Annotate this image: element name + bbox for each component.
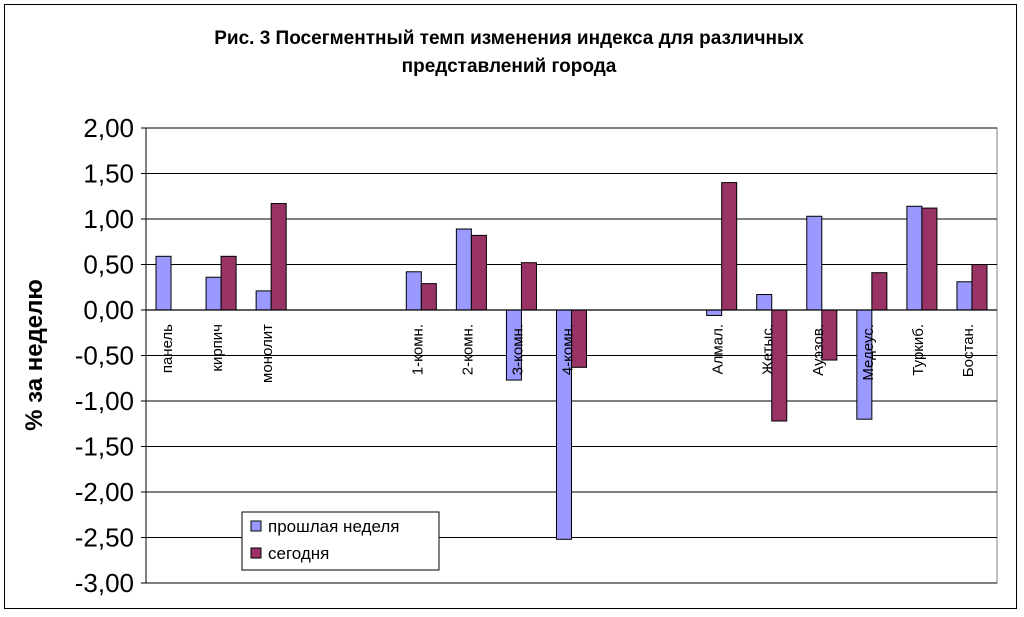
- y-tick-label: 1,50: [83, 159, 134, 189]
- bar: [155, 255, 172, 311]
- bar: [921, 207, 938, 311]
- y-axis-label: % за неделю: [21, 279, 48, 431]
- category-label: Медеус.: [860, 324, 877, 381]
- bar: [971, 264, 988, 311]
- category-label: Бостан.: [960, 324, 977, 377]
- bar: [220, 255, 237, 311]
- bar: [871, 272, 888, 311]
- category-label: Ауэзов.: [810, 324, 827, 376]
- category-labels: панель кирпич монолит 1-комн. 2-комн. 3-комн.…: [159, 324, 977, 383]
- category-label: панель: [159, 324, 176, 373]
- y-tick-label: -3,00: [75, 568, 134, 598]
- y-axis-ticks: 2,00 1,50 1,00 0,50 0,00 -0,50 -1,00 -1,50 -2,00…: [75, 113, 147, 598]
- legend: прошлая неделя сегодня: [241, 511, 440, 571]
- bar: [470, 234, 487, 311]
- legend-box: [241, 511, 440, 571]
- legend-swatch: [250, 520, 262, 532]
- y-tick-label: 0,00: [83, 295, 134, 325]
- category-label: монолит: [259, 324, 276, 383]
- bar: [405, 271, 422, 311]
- category-label: 3-комн.: [509, 324, 526, 375]
- y-tick-label: -0,50: [75, 341, 134, 371]
- category-label: Алмал.: [710, 324, 727, 374]
- legend-label: прошлая неделя: [268, 517, 399, 536]
- legend-label: сегодня: [268, 544, 329, 563]
- category-label: 4-комн.: [559, 324, 576, 375]
- category-label: Туркиб.: [910, 324, 927, 376]
- y-tick-label: -1,50: [75, 432, 134, 462]
- category-label: кирпич: [209, 324, 226, 372]
- chart-title-line-1: Рис. 3 Посегментный темп изменения индек…: [214, 28, 804, 49]
- y-tick-label: -1,00: [75, 386, 134, 416]
- legend-swatch: [250, 547, 262, 559]
- y-tick-label: 2,00: [83, 113, 134, 143]
- bar: [756, 294, 773, 311]
- category-label: 1-комн.: [409, 324, 426, 375]
- category-label: Жетыс.: [760, 324, 777, 375]
- bar: [205, 276, 222, 311]
- bar: [721, 182, 738, 311]
- y-tick-label: -2,00: [75, 477, 134, 507]
- bar: [956, 281, 973, 311]
- bar: [806, 215, 823, 311]
- bar: [455, 228, 472, 311]
- bar: [906, 205, 923, 311]
- category-label: 2-комн.: [459, 324, 476, 375]
- y-tick-label: 1,00: [83, 204, 134, 234]
- y-tick-label: 0,50: [83, 250, 134, 280]
- bar: [420, 283, 437, 311]
- y-tick-label: -2,50: [75, 523, 134, 553]
- bar: [520, 262, 537, 311]
- chart-title-line-2: представлений города: [402, 56, 617, 77]
- bar: [255, 290, 272, 311]
- bar: [270, 203, 287, 311]
- bars: [146, 182, 997, 540]
- chart-title: Рис. 3 Посегментный темп изменения индек…: [214, 28, 804, 77]
- bar: [706, 309, 723, 316]
- chart-frame: [4, 4, 1017, 609]
